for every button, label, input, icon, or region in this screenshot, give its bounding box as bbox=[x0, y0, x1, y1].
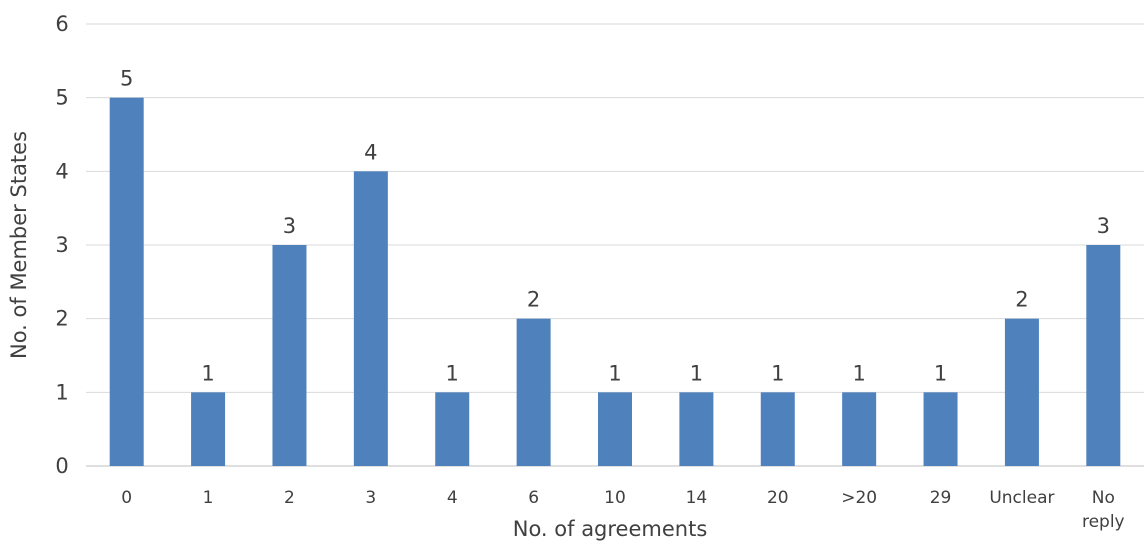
y-tick-label: 1 bbox=[55, 380, 68, 404]
data-labels: 5 1 3 4 1 2 1 1 1 1 1 2 3 bbox=[120, 67, 1110, 386]
data-label: 1 bbox=[771, 361, 784, 385]
bar bbox=[842, 392, 877, 466]
x-tick-label: 3 bbox=[365, 488, 376, 508]
data-label: 5 bbox=[120, 67, 133, 91]
data-label: 1 bbox=[201, 361, 214, 385]
data-label: 2 bbox=[527, 288, 540, 312]
x-tick-label: 2 bbox=[284, 488, 295, 508]
x-axis-ticks: 0 1 2 3 4 6 10 14 20 >20 29 Unclear No reply bbox=[121, 488, 1124, 532]
y-tick-label: 5 bbox=[55, 86, 68, 110]
data-label: 3 bbox=[1097, 214, 1110, 238]
bar bbox=[191, 392, 226, 466]
bar bbox=[272, 245, 307, 466]
data-label: 1 bbox=[446, 361, 459, 385]
bar bbox=[1004, 318, 1039, 466]
bars bbox=[109, 97, 1121, 467]
bar bbox=[598, 392, 632, 466]
data-label: 4 bbox=[364, 140, 377, 164]
x-tick-label: 29 bbox=[930, 488, 952, 508]
x-tick-label: 1 bbox=[203, 488, 214, 508]
y-tick-label: 3 bbox=[55, 233, 68, 257]
gridlines bbox=[86, 23, 1144, 467]
x-tick-label: Unclear bbox=[989, 488, 1054, 508]
x-axis-title: No. of agreements bbox=[513, 517, 708, 541]
bar bbox=[1086, 245, 1121, 466]
data-label: 1 bbox=[852, 361, 865, 385]
data-label: 1 bbox=[608, 361, 621, 385]
y-tick-label: 0 bbox=[55, 454, 68, 478]
bar bbox=[435, 392, 470, 466]
bar bbox=[109, 97, 144, 467]
y-tick-label: 4 bbox=[55, 159, 68, 183]
data-label: 1 bbox=[934, 361, 947, 385]
x-tick-label: 10 bbox=[604, 488, 626, 508]
data-label: 3 bbox=[283, 214, 296, 238]
bar bbox=[516, 318, 551, 466]
y-tick-label: 2 bbox=[55, 307, 68, 331]
bar bbox=[679, 392, 714, 466]
bar bbox=[353, 171, 388, 467]
bar bbox=[923, 392, 958, 466]
bar bbox=[760, 392, 795, 466]
x-tick-label: 4 bbox=[447, 488, 458, 508]
y-axis-title: No. of Member States bbox=[7, 131, 31, 359]
x-tick-label: No reply bbox=[1082, 488, 1125, 532]
x-tick-label: 20 bbox=[767, 488, 789, 508]
x-tick-label: 6 bbox=[528, 488, 539, 508]
x-tick-label: >20 bbox=[841, 488, 877, 508]
data-label: 2 bbox=[1015, 288, 1028, 312]
x-tick-label: 0 bbox=[121, 488, 132, 508]
x-tick-label: 14 bbox=[686, 488, 708, 508]
data-label: 1 bbox=[690, 361, 703, 385]
y-tick-label: 6 bbox=[55, 12, 68, 36]
y-axis-ticks: 0 1 2 3 4 5 6 bbox=[55, 12, 68, 478]
